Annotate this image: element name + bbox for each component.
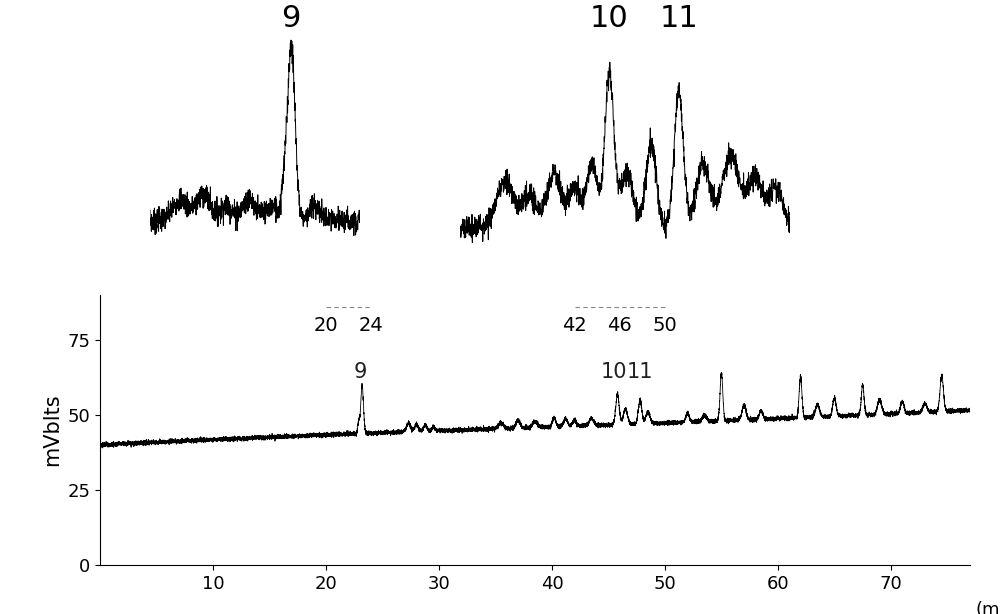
Text: 20: 20 (314, 316, 338, 335)
Text: 42: 42 (562, 316, 587, 335)
Text: 9: 9 (282, 4, 301, 33)
Text: 11: 11 (627, 362, 653, 382)
Text: 50: 50 (653, 316, 677, 335)
Text: 11: 11 (659, 4, 698, 33)
Text: 10: 10 (590, 4, 629, 33)
Text: (min): (min) (976, 601, 1000, 614)
Text: 46: 46 (607, 316, 632, 335)
Text: 24: 24 (359, 316, 384, 335)
Text: 10: 10 (601, 362, 627, 382)
Text: 9: 9 (353, 362, 367, 382)
Y-axis label: mVblts: mVblts (42, 394, 62, 466)
